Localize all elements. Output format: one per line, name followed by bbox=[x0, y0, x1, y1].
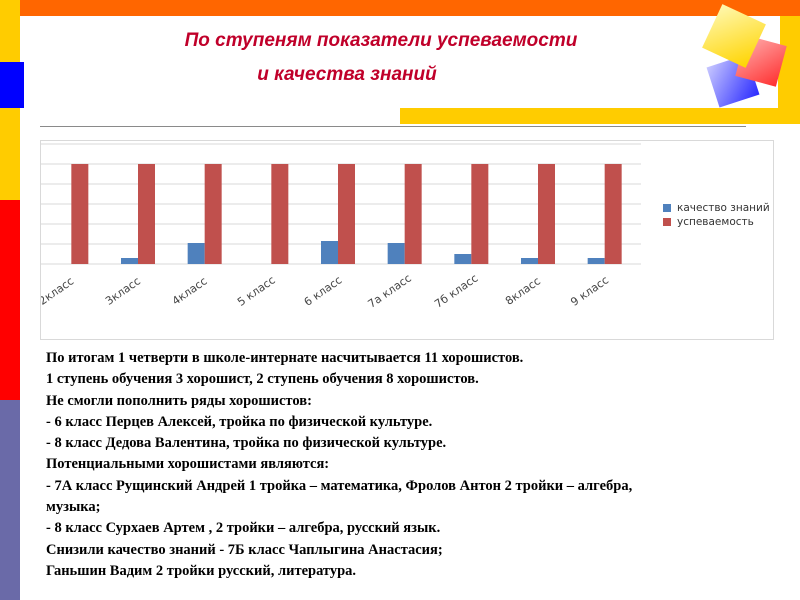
summary-line: - 6 класс Перцев Алексей, тройка по физи… bbox=[46, 413, 433, 430]
frame-left-slate bbox=[0, 400, 20, 600]
chart-legend: качество знаний успеваемость bbox=[663, 201, 770, 229]
title-panel: По ступеням показатели успеваемости и ка… bbox=[24, 16, 778, 108]
summary-line: музыка; bbox=[46, 499, 101, 516]
bar-progress bbox=[204, 164, 222, 264]
frame-left-blue bbox=[0, 62, 20, 108]
summary-line: Не смогли пополнить ряды хорошистов: bbox=[46, 392, 312, 409]
frame-left-gold bbox=[0, 108, 20, 200]
summary-line: - 8 класс Сурхаев Артем , 2 тройки – алг… bbox=[46, 520, 441, 537]
frame-right-yellow bbox=[780, 16, 800, 108]
summary-line: - 7А класс Рущинский Андрей 1 тройка – м… bbox=[46, 477, 633, 494]
bar-progress bbox=[404, 164, 422, 264]
bar-progress bbox=[71, 164, 89, 264]
decorative-squares bbox=[702, 4, 787, 108]
summary-line: Потенциальными хорошистами являются: bbox=[46, 456, 330, 473]
legend-item-progress: успеваемость bbox=[663, 215, 770, 229]
x-tick-label: 9 класс bbox=[568, 273, 611, 308]
summary-line: 1 ступень обучения 3 хорошист, 2 ступень… bbox=[46, 371, 479, 388]
bar-progress bbox=[538, 164, 555, 264]
bar-quality bbox=[121, 258, 138, 264]
chart-frame: 2класс 3класс 4класс 5 класс 6 класс 7а класс… bbox=[40, 140, 774, 340]
deco-yellow-square bbox=[702, 4, 766, 68]
x-tick-label: 2класс bbox=[41, 274, 76, 307]
bar-quality bbox=[387, 243, 405, 264]
bar-quality bbox=[454, 254, 472, 264]
summary-line: Снизили качество знаний - 7Б класс Чаплы… bbox=[46, 541, 443, 558]
x-tick-label: 7а класс bbox=[366, 272, 414, 311]
legend-item-quality: качество знаний bbox=[663, 201, 770, 215]
x-tick-label: 8класс bbox=[503, 274, 543, 307]
summary-line: По итогам 1 четверти в школе-интернате н… bbox=[46, 350, 524, 366]
summary-line: Ганьшин Вадим 2 тройки русский, литерату… bbox=[46, 562, 357, 579]
bar-progress bbox=[138, 164, 155, 264]
bar-progress bbox=[338, 164, 355, 264]
frame-top-bar bbox=[20, 0, 420, 16]
bar-progress bbox=[471, 164, 489, 264]
x-tick-label: 6 класс bbox=[302, 273, 345, 308]
bar-quality bbox=[521, 258, 538, 264]
legend-swatch-progress bbox=[663, 218, 671, 226]
slide-title-line1: По ступеням показатели успеваемости bbox=[184, 30, 578, 51]
bar-progress bbox=[271, 164, 289, 264]
slide-title-line2: и качества знаний bbox=[257, 64, 437, 85]
legend-label-quality: качество знаний bbox=[677, 202, 770, 214]
legend-swatch-quality bbox=[663, 204, 671, 212]
x-tick-label: 4класс bbox=[170, 274, 210, 307]
bar-quality bbox=[587, 258, 605, 264]
bar-quality bbox=[187, 243, 205, 264]
frame-left-yellow bbox=[0, 0, 20, 62]
frame-top-right-bar bbox=[420, 0, 800, 16]
bar-quality bbox=[321, 241, 338, 264]
bar-progress bbox=[604, 164, 622, 264]
frame-left-red bbox=[0, 200, 20, 400]
title-divider bbox=[40, 126, 746, 127]
summary-line: - 8 класс Дедова Валентина, тройка по фи… bbox=[46, 435, 447, 452]
x-tick-label: 7б класс bbox=[432, 272, 480, 311]
legend-label-progress: успеваемость bbox=[677, 216, 754, 228]
x-tick-label: 3класс bbox=[103, 274, 143, 307]
bar-chart: 2класс 3класс 4класс 5 класс 6 класс 7а класс… bbox=[41, 143, 641, 311]
x-tick-label: 5 класс bbox=[235, 273, 278, 308]
summary-text: По итогам 1 четверти в школе-интернате н… bbox=[46, 348, 782, 582]
